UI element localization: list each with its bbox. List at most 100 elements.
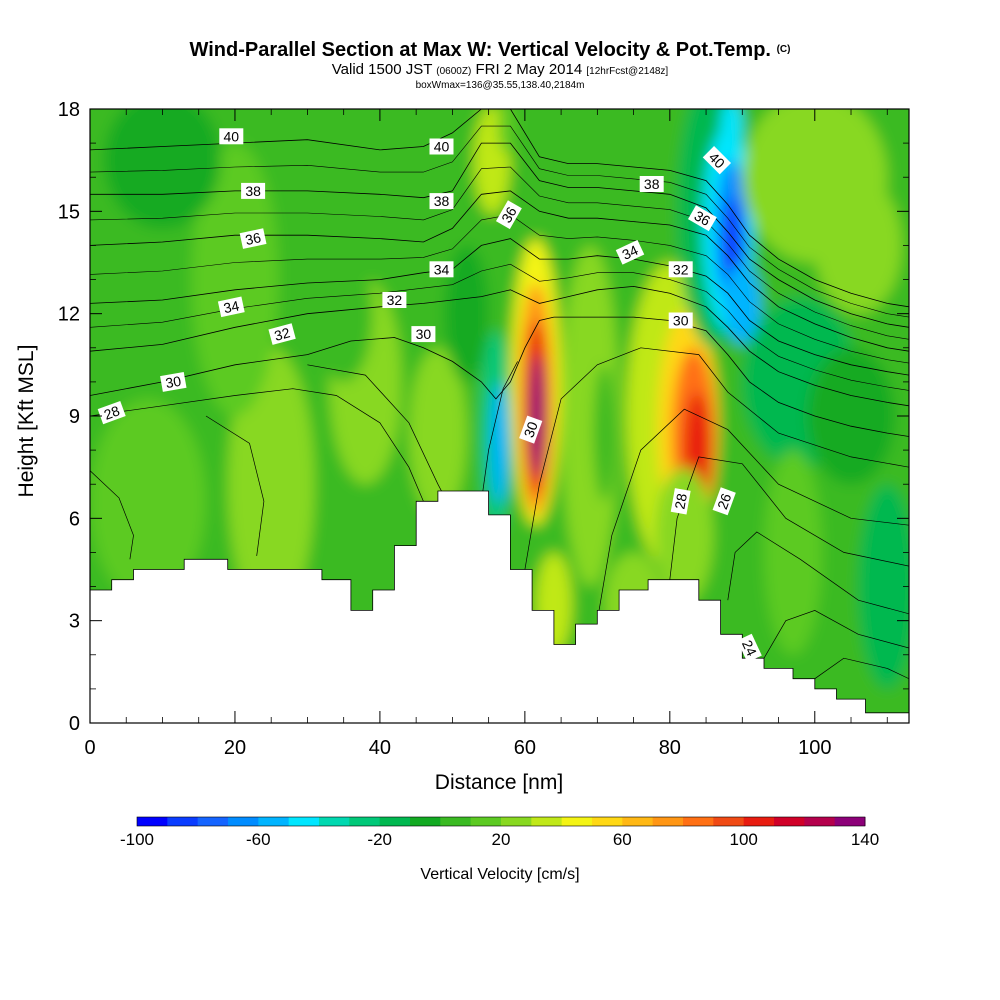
contour-label: 34	[615, 239, 645, 265]
colorbar-tick-label: -60	[246, 830, 271, 849]
contour-label-text: 32	[273, 324, 292, 344]
theta-contour-line	[90, 109, 909, 308]
x-axis-label: Distance [nm]	[435, 771, 563, 794]
contour-label: 32	[668, 261, 693, 278]
colorbar-swatch	[440, 817, 472, 826]
theta-contour-line	[524, 347, 909, 570]
chart-subtitle-small: boxWmax=136@35.55,138.40,2184m	[416, 80, 585, 91]
colorbar-tick-label: -20	[367, 830, 392, 849]
y-tick-label: 0	[69, 713, 80, 735]
theta-contour-line	[90, 316, 909, 437]
colorbar-swatch	[319, 817, 350, 826]
colorbar-swatch	[774, 817, 805, 826]
colorbar-tick-label: 60	[613, 830, 632, 849]
y-axis-label: Height [Kft MSL]	[15, 345, 38, 498]
colorbar-swatch	[258, 817, 290, 826]
contour-label: 36	[688, 205, 717, 232]
contour-label: 30	[519, 415, 543, 444]
theta-contour-line	[90, 166, 909, 340]
theta-contour-line	[90, 190, 909, 352]
contour-label: 38	[639, 176, 664, 192]
theta-contour-line	[90, 142, 909, 328]
velocity-field-shading	[90, 109, 909, 723]
theta-contour-line	[90, 214, 909, 364]
contour-label: 32	[382, 292, 407, 308]
contour-label-text: 40	[224, 128, 240, 144]
contour-label: 32	[268, 323, 296, 345]
contour-label: 30	[668, 312, 693, 329]
x-tick-label: 100	[798, 737, 831, 759]
contour-label-text: 32	[387, 292, 403, 308]
colorbar-tick-label: 100	[730, 830, 758, 849]
contour-label-text: 32	[673, 261, 689, 277]
contour-label-text: 26	[714, 491, 734, 511]
theta-contour-line	[727, 531, 909, 615]
x-tick-label: 60	[514, 737, 536, 759]
colorbar-swatch	[410, 817, 441, 826]
contour-label-text: 38	[434, 193, 450, 209]
contour-label: 26	[712, 487, 736, 516]
colorbar-swatch	[228, 817, 259, 826]
theta-contour-line	[763, 610, 909, 659]
colorbar-swatch	[197, 817, 229, 826]
contour-label-text: 30	[521, 419, 541, 439]
theta-contour-line	[90, 263, 909, 391]
colorbar-swatch	[622, 817, 654, 826]
contour-labels: 40 40 40 38 38 38 36 36 36 34 34 34 32 32 32 30 30 30 30 28…	[97, 128, 762, 663]
colorbar-swatch	[531, 817, 563, 826]
colorbar-swatch	[137, 817, 168, 826]
contour-label: 34	[217, 296, 245, 318]
x-tick-label: 40	[369, 737, 391, 759]
colorbar-swatch	[713, 817, 745, 826]
colorbar-tick-label: 140	[851, 830, 879, 849]
contour-label: 38	[429, 193, 454, 210]
colorbar-swatch	[834, 817, 866, 826]
contour-label-text: 24	[739, 638, 760, 659]
contour-label-text: 28	[671, 492, 689, 510]
contour-label: 24	[737, 633, 762, 663]
y-tick-label: 18	[58, 99, 80, 121]
contour-label: 38	[241, 182, 266, 199]
theta-contour-line	[669, 456, 909, 580]
theta-contour-line	[90, 470, 134, 560]
y-tick-label: 15	[58, 201, 80, 223]
theta-contour-line	[205, 415, 265, 556]
chart-subtitle: Valid 1500 JST (0600Z) FRI 2 May 2014 [1…	[332, 61, 669, 78]
contour-label-text: 36	[692, 207, 714, 229]
theta-contour-line	[596, 408, 909, 621]
colorbar-swatch	[501, 817, 532, 826]
colorbar-swatch	[561, 817, 593, 826]
colorbar-swatch	[804, 817, 836, 826]
theta-contour-line	[307, 364, 446, 499]
colorbar-label: Vertical Velocity [cm/s]	[420, 866, 579, 883]
contour-label-text: 30	[416, 326, 432, 342]
colorbar-swatch	[167, 817, 199, 826]
contour-label: 30	[160, 371, 187, 392]
contour-label-text: 40	[434, 139, 450, 155]
theta-contour-line	[90, 285, 909, 407]
contour-label-text: 30	[673, 313, 689, 329]
y-tick-label: 6	[69, 508, 80, 530]
colorbar-swatch	[743, 817, 775, 826]
contour-label-text: 34	[620, 242, 641, 263]
chart-title: Wind-Parallel Section at Max W: Vertical…	[190, 39, 791, 61]
colorbar-swatch	[683, 817, 714, 826]
colorbar-swatch	[379, 817, 411, 826]
contour-label-text: 36	[244, 229, 263, 248]
colorbar-swatch	[349, 817, 381, 826]
velocity-field	[90, 109, 909, 723]
contour-label: 28	[670, 488, 691, 515]
contour-label-text: 38	[245, 183, 261, 199]
theta-contours	[90, 109, 909, 680]
y-tick-label: 12	[58, 304, 80, 326]
colorbar: -100 -60 -20 20 60 100 140	[120, 816, 879, 849]
contour-label-text: 34	[222, 297, 241, 316]
colorbar-swatch	[592, 817, 623, 826]
theta-contour-line	[814, 657, 909, 680]
colorbar-frame	[136, 816, 866, 827]
colorbar-swatch	[470, 817, 502, 826]
terrain-profile	[90, 490, 909, 723]
x-tick-label: 20	[224, 737, 246, 759]
colorbar-tick-label: -100	[120, 830, 154, 849]
